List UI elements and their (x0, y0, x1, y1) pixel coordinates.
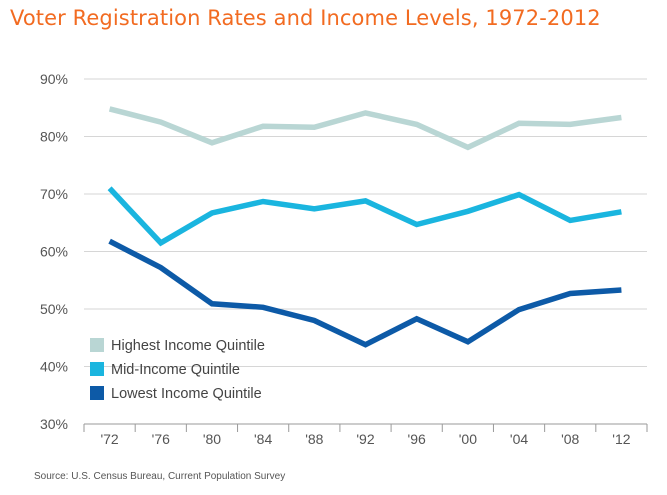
x-tick-label: '08 (561, 431, 579, 447)
legend-swatch (90, 386, 104, 400)
chart-title: Voter Registration Rates and Income Leve… (10, 6, 601, 30)
series-line-0 (108, 106, 622, 151)
y-tick-label: 80% (40, 129, 68, 145)
y-tick-label: 40% (40, 359, 68, 375)
y-tick-label: 30% (40, 416, 68, 432)
y-axis: 30% 40% 50% 60% 70% 80% 90% (40, 71, 68, 432)
legend-label: Lowest Income Quintile (111, 386, 262, 402)
x-tick-label: '92 (356, 431, 374, 447)
y-tick-label: 90% (40, 71, 68, 87)
y-tick-label: 70% (40, 186, 68, 202)
x-tick-label: '96 (408, 431, 426, 447)
y-tick-label: 50% (40, 301, 68, 317)
x-tick-label: '80 (203, 431, 221, 447)
legend-label: Mid-Income Quintile (111, 362, 240, 378)
x-tick-label: '76 (152, 431, 170, 447)
series-lines (107, 106, 622, 348)
legend-swatch (90, 362, 104, 376)
x-tick-label: '12 (612, 431, 630, 447)
x-tick-label: '88 (305, 431, 323, 447)
x-tick-label: '00 (459, 431, 477, 447)
legend-swatch (90, 338, 104, 352)
x-tick-label: '72 (100, 431, 118, 447)
series-line-1 (107, 186, 622, 247)
legend-label: Highest Income Quintile (111, 338, 265, 354)
x-tick-label: '04 (510, 431, 528, 447)
source-note: Source: U.S. Census Bureau, Current Popu… (34, 471, 286, 482)
series-line-2 (108, 238, 622, 348)
x-tick-label: '84 (254, 431, 272, 447)
legend: Highest Income Quintile Mid-Income Quinti… (90, 338, 265, 402)
y-tick-label: 60% (40, 244, 68, 260)
x-axis: '72 '76 '80 '84 '88 '92 '96 '00 '04 '08 '12 (83, 423, 648, 447)
